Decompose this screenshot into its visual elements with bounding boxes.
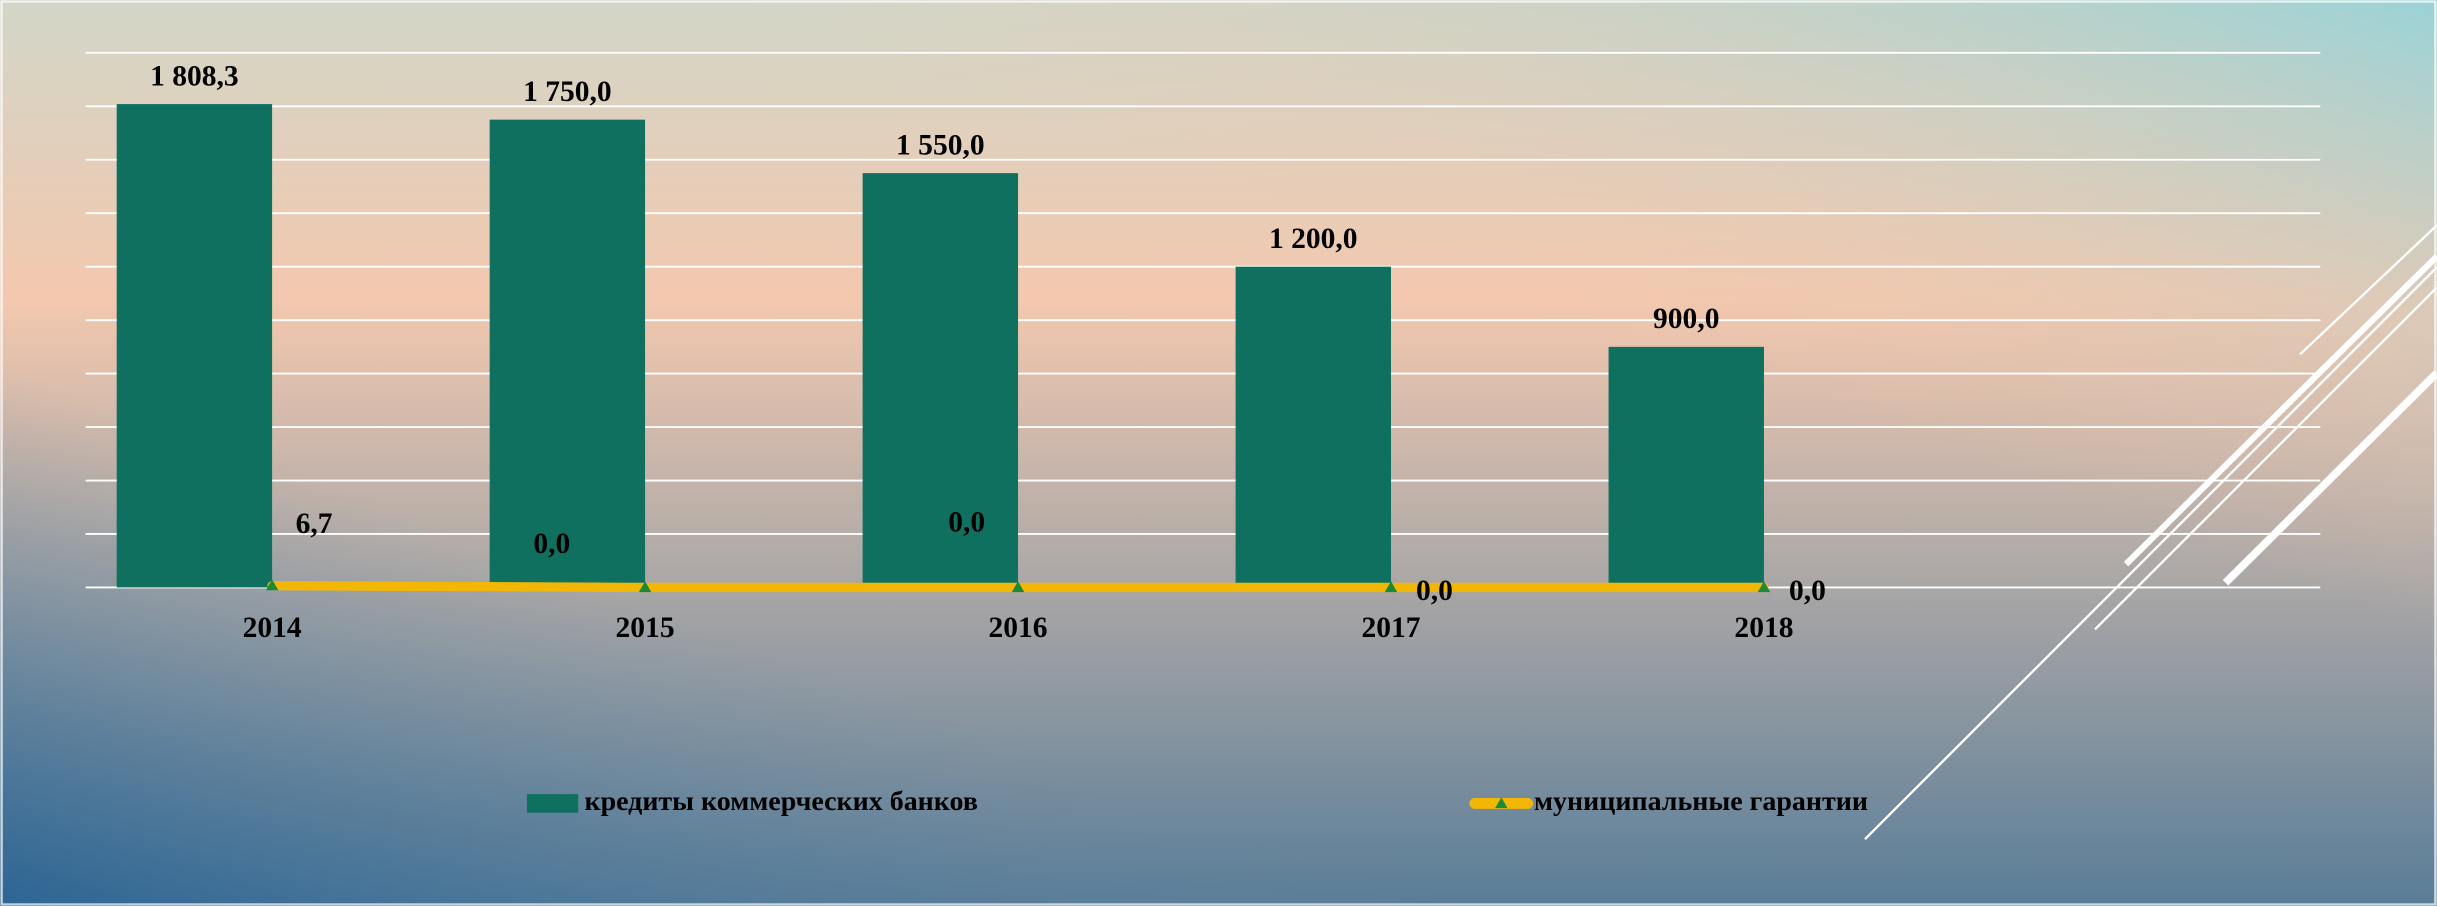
bar: [1235, 266, 1391, 588]
marker: [1757, 581, 1771, 593]
value-label: 0,0: [948, 506, 985, 538]
value-label: 1 808,3: [150, 60, 239, 92]
marker: [1384, 581, 1398, 593]
x-tick-label: 2015: [616, 612, 675, 644]
legend-label: кредиты коммерческих банков: [584, 786, 978, 817]
marker: [265, 579, 279, 591]
value-label: 1 750,0: [523, 76, 612, 108]
marker: [638, 581, 652, 593]
marker: [1011, 581, 1025, 593]
x-tick-label: 2017: [1361, 612, 1420, 644]
value-label: 1 550,0: [896, 129, 985, 161]
bar: [489, 119, 646, 588]
x-tick-label: 2016: [989, 612, 1048, 644]
value-label: 1 200,0: [1269, 223, 1358, 255]
value-label: 0,0: [1789, 575, 1826, 607]
value-label: 900,0: [1653, 303, 1719, 335]
x-tick-label: 2014: [243, 612, 302, 644]
legend-marker: [1495, 797, 1508, 809]
value-label: 6,7: [296, 508, 333, 540]
bar: [116, 104, 273, 588]
bar: [862, 173, 1019, 588]
legend-swatch: [526, 794, 579, 813]
legend-label: муниципальные гарантии: [1534, 786, 1868, 817]
x-tick-label: 2018: [1734, 612, 1793, 644]
bar: [1608, 346, 1764, 588]
value-label: 0,0: [533, 528, 570, 560]
value-label: 0,0: [1416, 575, 1453, 607]
